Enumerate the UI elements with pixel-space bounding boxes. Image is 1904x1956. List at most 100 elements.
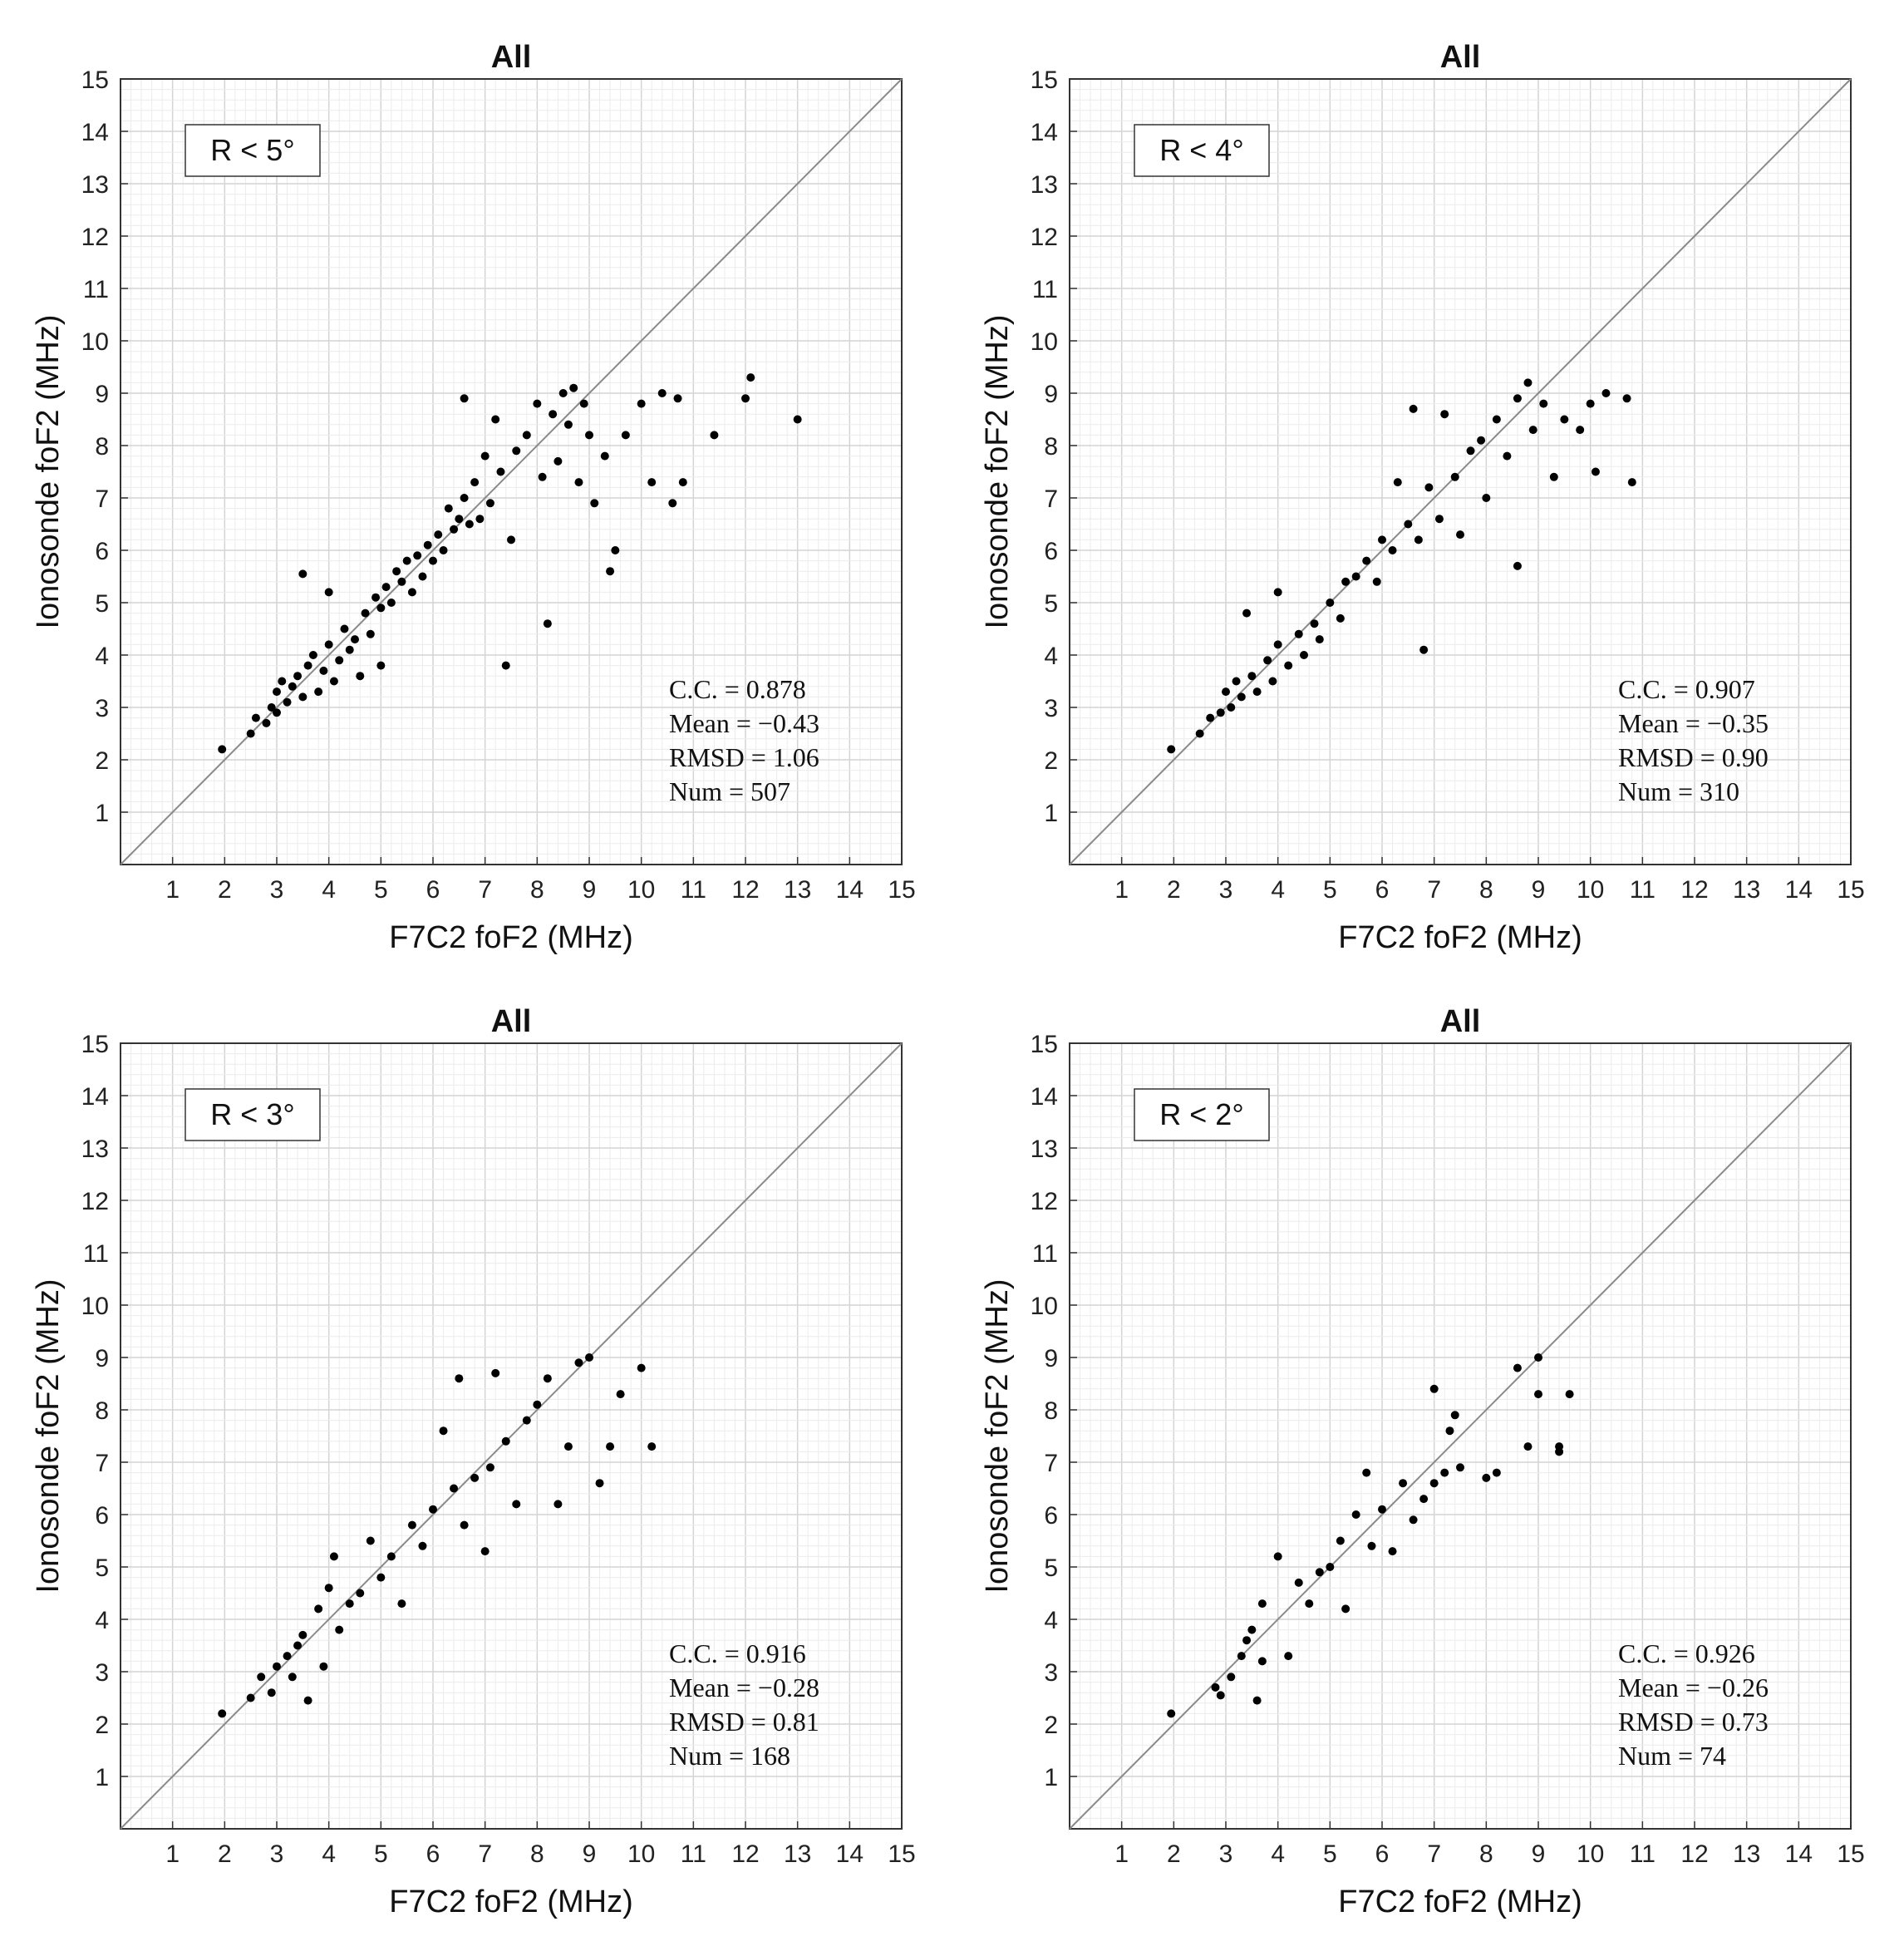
data-point bbox=[273, 1662, 281, 1671]
x-tick-label: 6 bbox=[1375, 876, 1390, 904]
data-point bbox=[356, 672, 365, 681]
data-point bbox=[585, 431, 593, 440]
data-point bbox=[1440, 410, 1449, 419]
data-point bbox=[558, 389, 568, 397]
y-tick-label: 7 bbox=[95, 485, 109, 513]
data-point bbox=[1513, 561, 1522, 570]
data-point bbox=[563, 420, 573, 429]
x-tick-label: 15 bbox=[888, 876, 915, 904]
data-point bbox=[1362, 1468, 1371, 1477]
data-point bbox=[329, 1552, 338, 1561]
data-point bbox=[1627, 478, 1636, 487]
x-tick-label: 13 bbox=[1733, 876, 1760, 904]
data-point bbox=[1252, 1696, 1262, 1705]
stat-line: C.C. = 0.878 bbox=[669, 674, 806, 704]
data-point bbox=[278, 677, 287, 686]
data-point bbox=[1372, 577, 1381, 586]
y-tick-label: 4 bbox=[95, 1607, 109, 1634]
data-point bbox=[402, 556, 411, 565]
y-tick-label: 1 bbox=[95, 1764, 109, 1791]
data-point bbox=[1419, 1495, 1429, 1504]
data-point bbox=[600, 451, 609, 461]
data-point bbox=[455, 1374, 464, 1383]
data-point bbox=[1257, 1599, 1267, 1609]
data-point bbox=[1351, 572, 1360, 581]
data-point bbox=[273, 687, 281, 697]
y-tick-label: 5 bbox=[1044, 590, 1058, 618]
data-point bbox=[1601, 389, 1611, 397]
data-point bbox=[1362, 556, 1371, 565]
x-tick-label: 4 bbox=[322, 1840, 336, 1868]
data-point bbox=[1167, 1709, 1176, 1718]
region-label: R < 2° bbox=[1159, 1097, 1243, 1131]
data-point bbox=[647, 478, 657, 487]
chart-title: All bbox=[491, 40, 532, 75]
data-point bbox=[324, 588, 333, 597]
y-tick-label: 3 bbox=[1044, 1659, 1058, 1687]
stat-line: RMSD = 0.90 bbox=[1618, 742, 1769, 772]
y-tick-label: 8 bbox=[95, 433, 109, 461]
x-tick-label: 1 bbox=[165, 876, 180, 904]
data-point bbox=[1424, 483, 1434, 492]
data-point bbox=[1523, 1442, 1533, 1451]
y-tick-label: 11 bbox=[83, 276, 109, 303]
data-point bbox=[1237, 1652, 1246, 1661]
data-point bbox=[366, 1536, 375, 1545]
data-point bbox=[1434, 515, 1444, 524]
x-tick-label: 12 bbox=[731, 1840, 759, 1868]
x-tick-label: 2 bbox=[218, 1840, 232, 1868]
y-tick-label: 1 bbox=[1044, 1764, 1058, 1791]
data-point bbox=[1399, 1479, 1408, 1488]
data-point bbox=[668, 499, 677, 508]
data-point bbox=[1409, 1515, 1418, 1525]
x-tick-label: 8 bbox=[1479, 1840, 1493, 1868]
data-point bbox=[480, 1547, 490, 1556]
data-point bbox=[491, 1368, 500, 1377]
data-point bbox=[611, 546, 620, 554]
data-point bbox=[1232, 677, 1241, 686]
y-tick-label: 5 bbox=[95, 1554, 109, 1582]
x-axis-label: F7C2 foF2 (MHz) bbox=[389, 920, 632, 955]
data-point bbox=[501, 1436, 510, 1446]
data-point bbox=[1586, 399, 1595, 408]
data-point bbox=[1419, 645, 1429, 654]
y-tick-label: 3 bbox=[1044, 695, 1058, 722]
y-tick-label: 9 bbox=[1044, 381, 1058, 408]
y-tick-label: 6 bbox=[95, 538, 109, 565]
data-point bbox=[460, 494, 469, 502]
data-point bbox=[533, 399, 542, 408]
stat-line: Num = 310 bbox=[1618, 776, 1739, 806]
data-point bbox=[1482, 494, 1491, 502]
data-point bbox=[444, 504, 453, 513]
y-tick-label: 6 bbox=[1044, 1502, 1058, 1530]
y-tick-label: 8 bbox=[1044, 1397, 1058, 1425]
data-point bbox=[246, 1693, 255, 1702]
x-axis-label: F7C2 foF2 (MHz) bbox=[1338, 1885, 1582, 1919]
data-point bbox=[1257, 1657, 1267, 1666]
data-point bbox=[257, 1673, 266, 1682]
data-point bbox=[606, 567, 615, 576]
y-tick-label: 7 bbox=[1044, 1450, 1058, 1477]
chart-title: All bbox=[1440, 1004, 1481, 1039]
x-tick-label: 7 bbox=[1427, 876, 1441, 904]
x-tick-label: 11 bbox=[1630, 1840, 1656, 1868]
data-point bbox=[308, 651, 317, 659]
y-tick-label: 2 bbox=[1044, 1712, 1058, 1739]
x-tick-label: 3 bbox=[1219, 876, 1233, 904]
data-point bbox=[324, 640, 333, 649]
data-point bbox=[501, 661, 510, 670]
data-point bbox=[1273, 1552, 1282, 1561]
data-point bbox=[1284, 661, 1293, 670]
data-point bbox=[1466, 446, 1475, 456]
x-tick-label: 3 bbox=[270, 1840, 284, 1868]
data-point bbox=[1445, 1426, 1454, 1436]
data-point bbox=[549, 410, 558, 419]
data-point bbox=[293, 672, 303, 681]
data-point bbox=[1268, 677, 1277, 686]
data-point bbox=[283, 697, 292, 707]
axes-frame bbox=[120, 78, 903, 865]
stat-line: Num = 74 bbox=[1618, 1741, 1726, 1771]
data-point bbox=[371, 593, 381, 602]
y-tick-label: 13 bbox=[81, 171, 109, 199]
